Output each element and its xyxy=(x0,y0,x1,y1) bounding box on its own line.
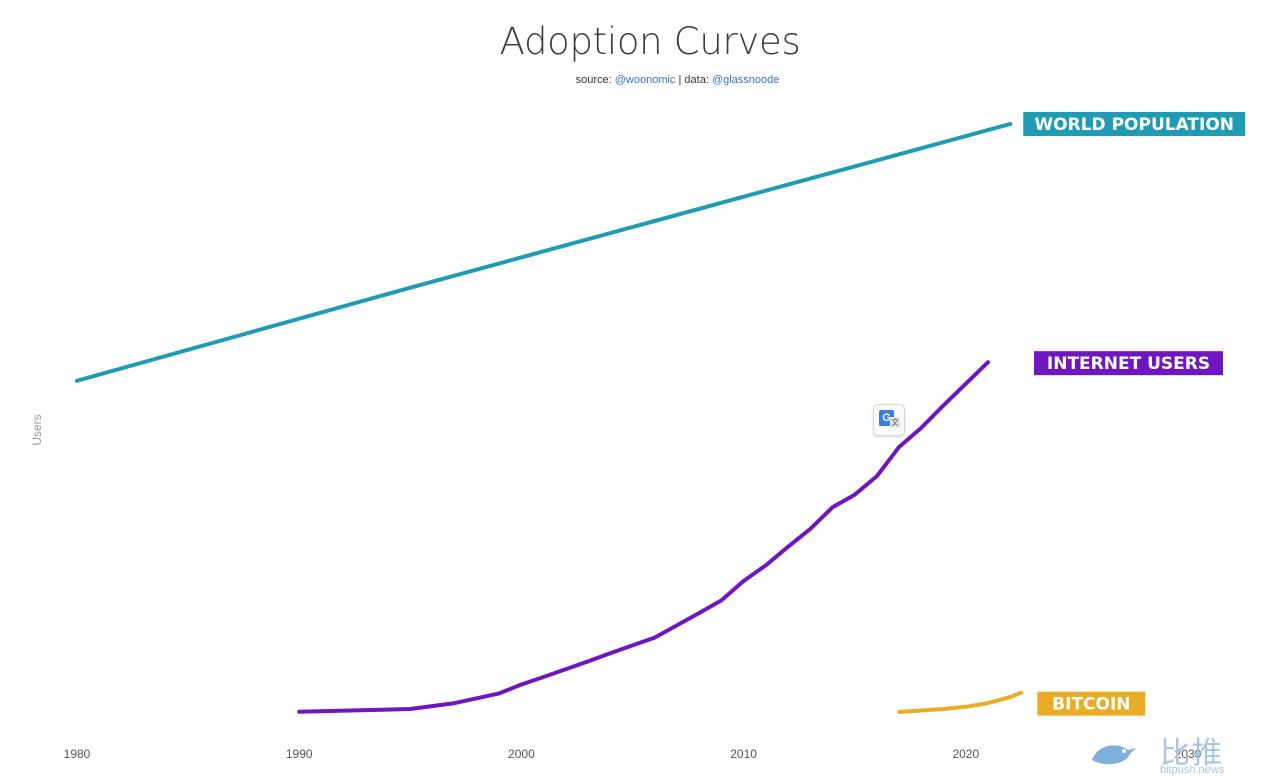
data-prefix: data: xyxy=(684,74,712,86)
series-label-bg-world-population xyxy=(1023,112,1246,136)
series-label-bg-internet-users xyxy=(1034,351,1224,376)
watermark-text: 比推 xyxy=(1160,736,1224,771)
x-tick-2030: 2030 xyxy=(1175,747,1202,761)
series-lines xyxy=(75,122,1024,714)
x-tick-2020: 2020 xyxy=(952,747,979,761)
translate-button[interactable]: G 文 xyxy=(873,404,905,436)
x-tick-2000: 2000 xyxy=(508,747,535,761)
series-line-internet-users xyxy=(297,360,990,714)
series-label-world-population: WORLD POPULATION xyxy=(1023,112,1246,136)
translate-sub-icon: 文 xyxy=(890,417,900,428)
watermark-url: bitpush.news xyxy=(1160,764,1225,776)
subtitle-separator: | xyxy=(675,74,685,86)
series-line-world-population xyxy=(75,122,1013,383)
x-axis-ticks: 1980 1990 2000 2010 2020 2030 xyxy=(64,747,1202,761)
x-tick-1990: 1990 xyxy=(286,747,313,761)
bird-logo-icon xyxy=(1092,745,1136,765)
series-labels: WORLD POPULATION INTERNET USERS BITCOIN xyxy=(1023,112,1246,716)
series-label-bg-bitcoin xyxy=(1037,691,1146,716)
watermark: 比推 bitpush.news xyxy=(1088,728,1286,776)
chart-subtitle: source: @woonomic | data: @glassnoode xyxy=(0,74,1286,86)
series-label-bitcoin: BITCOIN xyxy=(1037,691,1146,716)
source-link[interactable]: @woonomic xyxy=(614,74,676,86)
series-label-text-bitcoin: BITCOIN xyxy=(1052,695,1130,715)
chart-title: Adoption Curves xyxy=(499,20,801,63)
source-prefix: source: xyxy=(575,74,615,86)
series-label-text-internet-users: INTERNET USERS xyxy=(1047,354,1210,374)
x-tick-2010: 2010 xyxy=(730,747,757,761)
series-label-internet-users: INTERNET USERS xyxy=(1034,351,1224,376)
series-line-bitcoin xyxy=(897,690,1024,714)
data-link[interactable]: @glassnoode xyxy=(711,74,780,86)
series-label-text-world-population: WORLD POPULATION xyxy=(1034,115,1234,135)
x-tick-1980: 1980 xyxy=(64,747,91,761)
